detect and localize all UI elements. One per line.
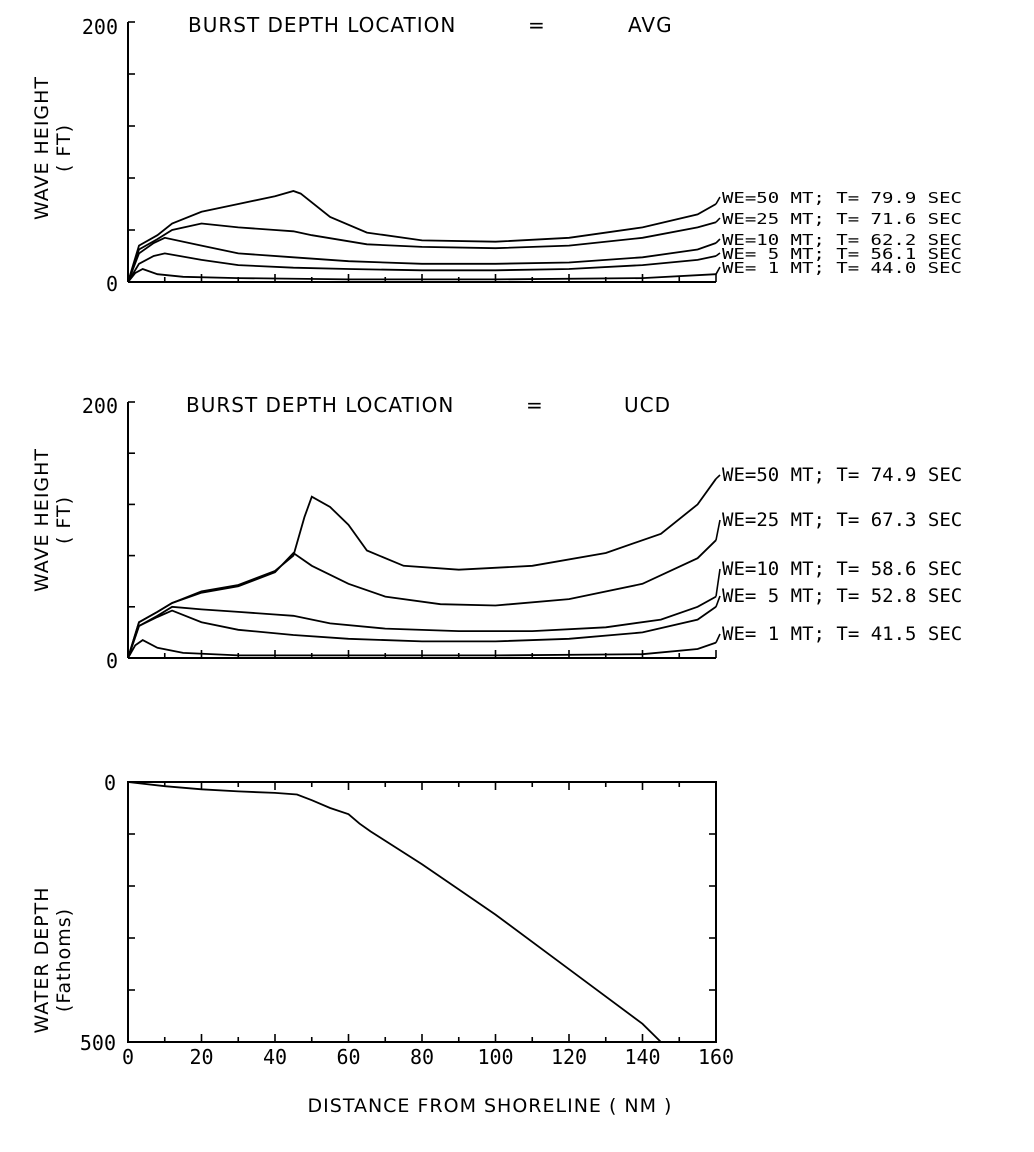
panel-depth-ylabel: WATER DEPTH	[31, 886, 53, 1033]
series-line	[127, 639, 717, 659]
x-tick-label: 20	[189, 1045, 213, 1069]
series-line	[127, 606, 717, 659]
panel-depth-ticks	[127, 781, 717, 1043]
series-label: WE=25 MT; T= 67.3 SEC	[722, 509, 962, 531]
series-label: WE=50 MT; T= 79.9 SEC	[722, 190, 962, 208]
x-tick-label: 60	[336, 1045, 360, 1069]
panel-ucd-title-value: UCD	[624, 393, 671, 417]
panel-ucd-legend: WE=50 MT; T= 74.9 SEC WE=25 MT; T= 67.3 S…	[715, 464, 962, 645]
series-line	[127, 539, 717, 659]
series-label: WE= 5 MT; T= 56.1 SEC	[722, 246, 962, 264]
panel-ucd-title-eq: =	[526, 393, 544, 417]
series-label: WE=50 MT; T= 74.9 SEC	[722, 464, 962, 486]
series-label: WE=10 MT; T= 58.6 SEC	[722, 558, 962, 580]
x-axis-label: DISTANCE FROM SHORELINE ( NM )	[308, 1095, 673, 1117]
panel-avg-ytick-bottom: 0	[106, 272, 118, 296]
series-label: WE=25 MT; T= 71.6 SEC	[722, 211, 962, 229]
panel-ucd-ylabel-unit: ( FT)	[53, 496, 75, 544]
panel-avg-title-value: AVG	[628, 13, 673, 37]
panel-avg-ticks	[127, 21, 717, 283]
legend-leader	[715, 633, 721, 643]
legend-leader	[715, 217, 721, 223]
series-line	[127, 252, 717, 283]
legend-leader	[715, 474, 721, 480]
series-line	[127, 236, 717, 283]
panel-depth-curves	[127, 781, 662, 1043]
legend-leader	[715, 266, 721, 275]
x-tick-label: 160	[698, 1045, 734, 1069]
panel-ucd-ticks	[127, 401, 717, 659]
series-line	[127, 478, 717, 659]
series-label: WE=10 MT; T= 62.2 SEC	[722, 232, 962, 250]
series-line	[127, 268, 717, 283]
x-tick-label: 100	[477, 1045, 513, 1069]
panel-avg-ylabel: WAVE HEIGHT	[31, 76, 53, 220]
legend-leader	[715, 238, 721, 244]
panel-depth-ytick-top: 0	[104, 771, 116, 795]
series-label: WE= 1 MT; T= 44.0 SEC	[722, 260, 962, 278]
panel-ucd-ytick-bottom: 0	[106, 649, 118, 673]
series-line	[127, 190, 717, 283]
panel-ucd-ylabel: WAVE HEIGHT	[31, 448, 53, 592]
legend-leader	[715, 196, 721, 205]
x-tick-label: 140	[624, 1045, 660, 1069]
series-line	[127, 595, 717, 659]
panel-avg-title: BURST DEPTH LOCATION	[188, 13, 456, 37]
plot-frame	[127, 781, 717, 1043]
panel-depth-ylabel-unit: (Fathoms)	[53, 908, 75, 1012]
panel-ucd-curves	[127, 478, 717, 659]
legend-leader	[715, 595, 721, 608]
x-tick-label: 120	[551, 1045, 587, 1069]
legend-leader	[715, 252, 721, 257]
x-tick-label: 0	[122, 1045, 134, 1069]
panel-avg: BURST DEPTH LOCATION = AVG WAVE HEIGHT (…	[31, 13, 962, 296]
panel-avg-ytick-top: 200	[82, 15, 118, 39]
legend-leader	[715, 519, 721, 541]
panel-ucd-title: BURST DEPTH LOCATION	[186, 393, 454, 417]
x-tick-label: 40	[263, 1045, 287, 1069]
legend-leader	[715, 568, 721, 597]
panel-ucd-ytick-top: 200	[82, 394, 118, 418]
panel-avg-curves	[127, 190, 717, 283]
series-line	[127, 221, 717, 283]
panel-avg-ylabel-unit: ( FT)	[53, 124, 75, 172]
panel-depth-xtick-labels: 0 20 40 60 80 100 120 140 160	[122, 1045, 734, 1069]
panel-avg-legend: WE=50 MT; T= 79.9 SEC WE=25 MT; T= 71.6 S…	[715, 190, 962, 278]
panel-avg-title-eq: =	[528, 13, 546, 37]
panel-depth: WATER DEPTH (Fathoms) 0 500 0 20 40 60 80 100…	[31, 771, 734, 1117]
series-label: WE= 5 MT; T= 52.8 SEC	[722, 585, 962, 607]
x-tick-label: 80	[410, 1045, 434, 1069]
panel-ucd: BURST DEPTH LOCATION = UCD WAVE HEIGHT (…	[31, 393, 962, 673]
series-line	[127, 781, 662, 1043]
series-label: WE= 1 MT; T= 41.5 SEC	[722, 623, 962, 645]
panel-depth-ytick-bottom: 500	[80, 1031, 116, 1055]
